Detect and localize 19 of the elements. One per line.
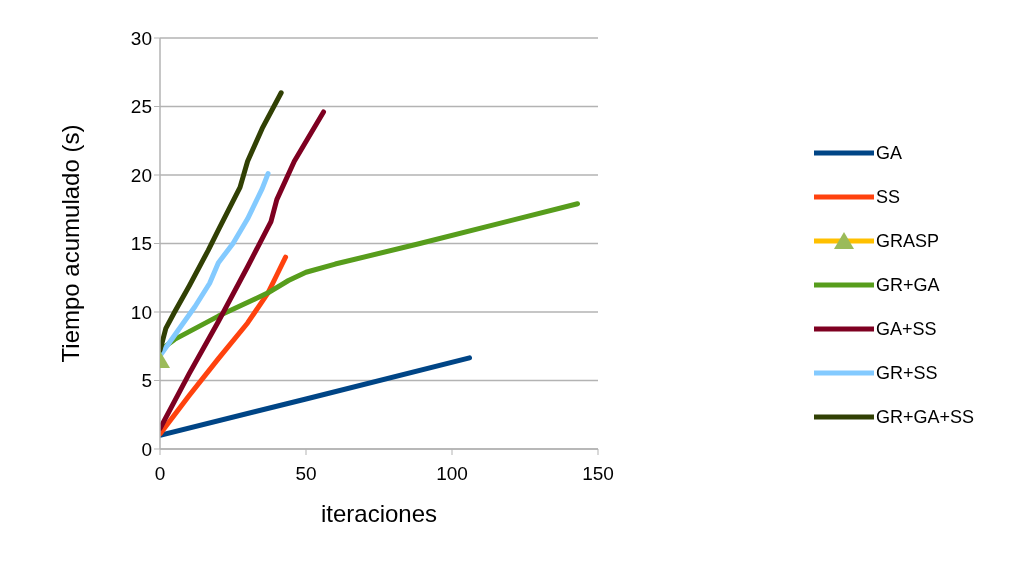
legend-label: GA+SS xyxy=(876,318,937,340)
y-tick-label: 30 xyxy=(130,27,152,49)
legend-label: GRASP xyxy=(876,230,940,252)
legend-label: GR+GA+SS xyxy=(876,406,975,428)
y-tick-label: 15 xyxy=(130,233,152,255)
x-axis-title: iteraciones xyxy=(320,500,438,527)
y-tick-label: 5 xyxy=(141,370,152,392)
x-tick-label: 100 xyxy=(436,463,468,485)
y-tick-label: 25 xyxy=(130,96,152,118)
legend-label: GR+SS xyxy=(876,362,938,384)
x-tick-label: 150 xyxy=(582,463,614,485)
y-tick-label: 0 xyxy=(141,438,152,460)
y-axis-title: Tiempo acumulado (s) xyxy=(56,124,84,363)
legend-label: SS xyxy=(876,186,901,208)
y-tick-label: 20 xyxy=(130,164,152,186)
y-tick-label: 10 xyxy=(130,301,152,323)
x-tick-label: 50 xyxy=(295,463,317,485)
legend-label: GR+GA xyxy=(876,274,940,296)
legend-label: GA xyxy=(876,142,903,164)
